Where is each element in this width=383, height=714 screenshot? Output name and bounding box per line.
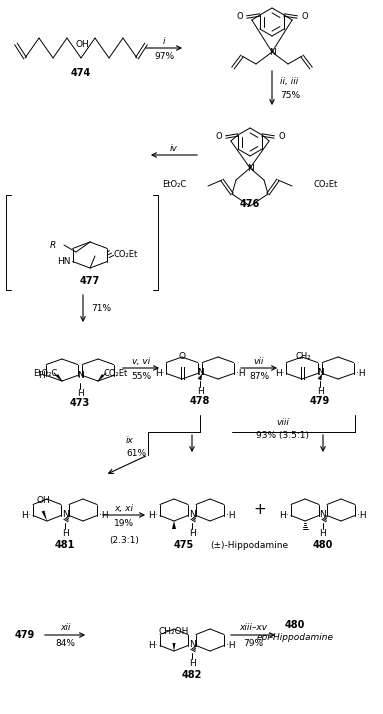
Text: +: + <box>254 503 266 518</box>
Text: O: O <box>278 131 285 141</box>
Text: EtO₂C: EtO₂C <box>162 179 186 188</box>
Text: CO₂Et: CO₂Et <box>113 249 137 258</box>
Text: 71%: 71% <box>91 303 111 313</box>
Polygon shape <box>198 373 202 381</box>
Text: CO₂Et: CO₂Et <box>314 179 338 188</box>
Text: 480: 480 <box>285 620 305 630</box>
Text: N: N <box>77 371 83 380</box>
Text: OH: OH <box>75 40 89 49</box>
Text: 97%: 97% <box>154 51 174 61</box>
Text: R: R <box>50 241 56 249</box>
Text: H: H <box>317 386 323 396</box>
Text: CH₂: CH₂ <box>295 352 311 361</box>
Polygon shape <box>42 511 47 521</box>
Text: 61%: 61% <box>126 448 146 458</box>
Polygon shape <box>172 643 175 651</box>
Text: 476: 476 <box>240 199 260 209</box>
Text: i: i <box>163 36 165 46</box>
Text: 480: 480 <box>313 540 333 550</box>
Text: (2.3:1): (2.3:1) <box>109 536 139 545</box>
Text: H: H <box>196 386 203 396</box>
Text: 55%: 55% <box>131 371 151 381</box>
Text: 19%: 19% <box>114 518 134 528</box>
Text: CO₂Et: CO₂Et <box>103 368 127 378</box>
Polygon shape <box>318 373 322 381</box>
Text: O: O <box>301 11 308 21</box>
Text: H·: H· <box>148 641 158 650</box>
Text: 477: 477 <box>80 276 100 286</box>
Text: 482: 482 <box>182 670 202 680</box>
Text: vii: vii <box>254 356 264 366</box>
Polygon shape <box>172 521 176 529</box>
Text: 473: 473 <box>70 398 90 408</box>
Text: EtO₂C: EtO₂C <box>33 368 57 378</box>
Text: H: H <box>62 528 69 538</box>
Text: ·H: ·H <box>236 369 245 378</box>
Text: H·: H· <box>275 369 285 378</box>
Text: 75%: 75% <box>280 91 300 99</box>
Text: ·H: ·H <box>99 511 109 520</box>
Text: (±)-Hippodamine: (±)-Hippodamine <box>210 540 288 550</box>
Text: v, vi: v, vi <box>132 356 150 366</box>
Text: H·: H· <box>148 511 158 520</box>
Text: OH: OH <box>36 496 50 505</box>
Text: N: N <box>320 510 326 519</box>
Text: HN: HN <box>57 257 71 266</box>
Text: CH₂OH: CH₂OH <box>159 627 189 636</box>
Text: 481: 481 <box>55 540 75 550</box>
Text: 478: 478 <box>190 396 210 406</box>
Text: ix: ix <box>126 436 134 445</box>
Polygon shape <box>98 374 104 381</box>
Polygon shape <box>56 374 62 381</box>
Text: 474: 474 <box>71 68 91 78</box>
Text: 475: 475 <box>174 540 194 550</box>
Text: iv: iv <box>170 144 178 153</box>
Text: xiii–xv: xiii–xv <box>239 623 267 633</box>
Text: 79%: 79% <box>243 638 263 648</box>
Text: 479: 479 <box>15 630 35 640</box>
Text: O: O <box>178 352 185 361</box>
Text: H: H <box>77 388 83 398</box>
Text: H: H <box>188 658 195 668</box>
Text: N: N <box>268 48 275 56</box>
Text: H: H <box>38 371 44 380</box>
Text: O: O <box>215 131 222 141</box>
Text: ·H: ·H <box>355 369 365 378</box>
Text: N: N <box>188 640 195 649</box>
Text: 84%: 84% <box>55 638 75 648</box>
Text: N: N <box>62 510 69 519</box>
Text: ·H: ·H <box>226 511 236 520</box>
Text: x, xi: x, xi <box>115 503 134 513</box>
Text: N: N <box>196 368 203 377</box>
Text: 87%: 87% <box>249 371 269 381</box>
Text: xii: xii <box>60 623 70 633</box>
Text: 93% (3.5:1): 93% (3.5:1) <box>257 431 309 440</box>
Text: ii, iii: ii, iii <box>280 76 298 86</box>
Text: N: N <box>247 164 254 173</box>
Text: N: N <box>317 368 323 377</box>
Text: O: O <box>236 11 243 21</box>
Text: ·H: ·H <box>357 511 367 520</box>
Text: H·: H· <box>155 369 164 378</box>
Text: H: H <box>188 528 195 538</box>
Text: 479: 479 <box>310 396 330 406</box>
Text: ·H: ·H <box>226 641 236 650</box>
Text: H·: H· <box>279 511 289 520</box>
Text: viii: viii <box>277 418 290 426</box>
Text: N: N <box>188 510 195 519</box>
Text: H: H <box>320 528 326 538</box>
Text: epi-Hippodamine: epi-Hippodamine <box>257 633 334 643</box>
Text: H·: H· <box>21 511 31 520</box>
